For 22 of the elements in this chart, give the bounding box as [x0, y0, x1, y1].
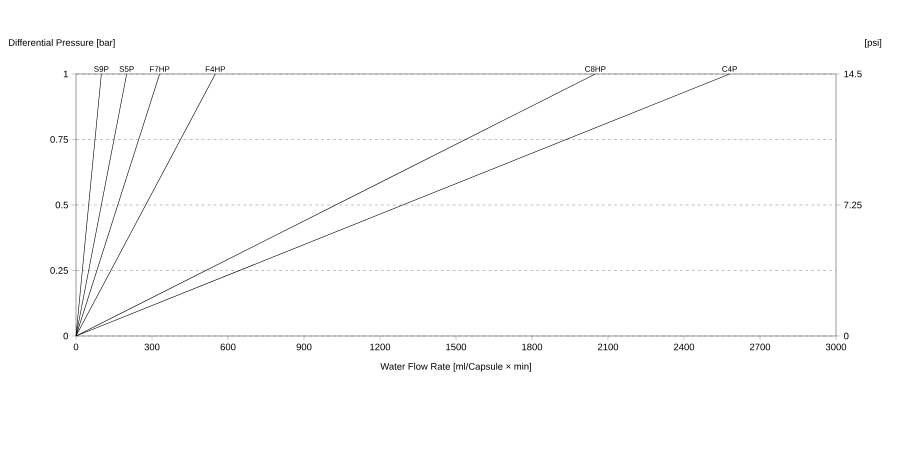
y-tick-label: 0.5	[56, 202, 68, 208]
x-tick-label: 1800	[522, 344, 542, 350]
x-tick-label: 600	[220, 344, 236, 350]
y2-axis-title: [psi]	[865, 38, 882, 48]
x-tick-label: 1200	[370, 344, 390, 350]
x-tick-label: 2400	[674, 344, 694, 350]
x-tick-label: 2100	[598, 344, 618, 350]
x-tick-label: 1500	[446, 344, 466, 350]
y2-tick-label: 0	[844, 332, 849, 340]
y2-tick-label: 14.5	[844, 70, 862, 78]
y-tick-label: 1	[64, 70, 68, 78]
x-axis-title: Water Flow Rate [ml/Capsule × min]	[380, 362, 532, 372]
y-tick-label: 0	[64, 332, 68, 340]
y-tick-label: 0.25	[50, 267, 68, 274]
y2-tick-label: 7.25	[844, 202, 862, 208]
x-tick-label: 3000	[826, 344, 846, 350]
x-tick-label: 2700	[750, 344, 770, 350]
y-axis-title: Differential Pressure [bar]	[8, 38, 115, 48]
x-tick-label: 300	[144, 344, 160, 350]
y-tick-label: 0.75	[50, 136, 68, 143]
x-tick-label: 0	[74, 344, 78, 350]
x-tick-label: 900	[296, 344, 312, 350]
